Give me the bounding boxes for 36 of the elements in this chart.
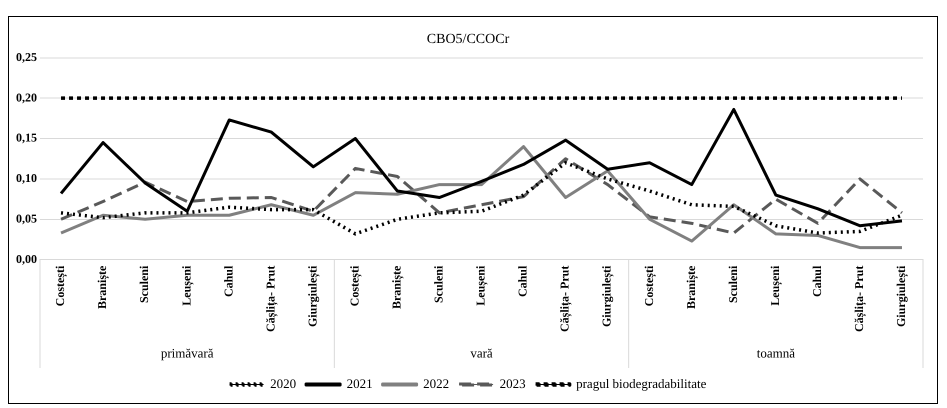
- legend-label: 2020: [270, 376, 296, 391]
- chart-title: CBO5/CCOCr: [426, 32, 510, 48]
- x-tick-label: Leușeni: [179, 265, 194, 306]
- x-tick-label: Giurgiulești: [305, 265, 320, 328]
- x-tick-label: Cahul: [221, 265, 236, 298]
- x-tick-label: Cășlița- Prut: [558, 266, 573, 332]
- legend-label: 2021: [346, 376, 373, 391]
- legend-label: pragul biodegradabilitate: [576, 376, 707, 391]
- y-tick-label: 0,25: [16, 50, 37, 64]
- x-tick-label: Costești: [642, 265, 657, 306]
- x-tick-label: Sculeni: [726, 265, 740, 304]
- text: toamnă: [756, 345, 796, 360]
- y-tick-label: 0,15: [16, 130, 37, 145]
- legend-label: 2022: [423, 376, 450, 391]
- x-tick-label: Braniște: [390, 265, 404, 310]
- x-tick-label: Sculeni: [432, 265, 446, 304]
- x-tick-label: Cahul: [516, 265, 530, 298]
- text: primăvară: [160, 345, 214, 360]
- x-tick-label: Costești: [347, 265, 362, 306]
- text: vară: [470, 345, 493, 360]
- y-tick-label: 0,05: [16, 211, 37, 226]
- x-tick-label: Giurgiulești: [894, 265, 910, 328]
- x-tick-label: Sculeni: [137, 265, 152, 304]
- x-tick-label: Braniște: [95, 265, 110, 310]
- x-tick-label: Cahul: [810, 265, 824, 298]
- x-tick-label: Braniște: [684, 265, 699, 310]
- x-tick-label: Cășlița- Prut: [852, 266, 868, 332]
- y-tick-label: 0,10: [16, 171, 37, 186]
- x-tick-label: Cășlița- Prut: [263, 266, 278, 332]
- x-tick-label: Leușeni: [768, 265, 783, 306]
- x-tick-label: Costești: [53, 265, 68, 306]
- y-tick-label: 0,00: [16, 252, 37, 266]
- x-tick-label: Giurgiulești: [600, 265, 615, 328]
- x-tick-label: Leușeni: [474, 265, 489, 306]
- y-tick-label: 0,20: [16, 90, 37, 104]
- legend-label: 2023: [500, 376, 526, 391]
